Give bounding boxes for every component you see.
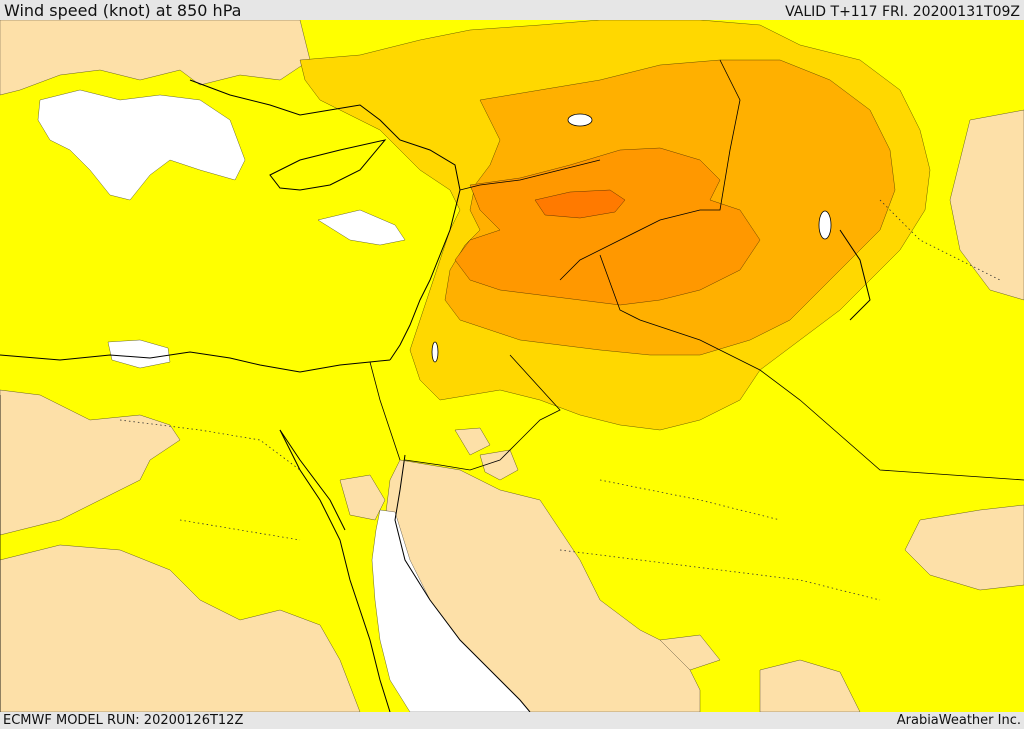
coastline-red-sea-east: [394, 454, 531, 712]
coastline-red-sea-west: [279, 429, 391, 712]
calm-levant-sea: [317, 209, 406, 246]
footer-bar: ECMWF MODEL RUN: 20200126T12Z ArabiaWeat…: [0, 712, 1024, 729]
credit-label: ArabiaWeather Inc.: [896, 713, 1021, 728]
coastline-persian-gulf: [839, 229, 871, 321]
light-wind-gulf: [904, 504, 1024, 591]
calm-nile-delta-coast: [107, 339, 171, 369]
coastline-egypt-north: [0, 351, 391, 373]
coastline-gulf-of-suez: [279, 429, 346, 531]
country-borders: [0, 59, 1024, 712]
dead-sea: [431, 341, 439, 363]
map-canvas: [0, 20, 1024, 712]
wind-speed-map: [0, 20, 1024, 712]
border-sinai: [369, 361, 401, 461]
light-wind-egypt-west: [0, 389, 181, 536]
light-wind-oman-edge: [759, 659, 861, 712]
map-title: Wind speed (knot) at 850 hPa: [4, 1, 242, 20]
lakes: [431, 113, 832, 363]
stronger-wind-region: [454, 147, 761, 306]
header-bar: Wind speed (knot) at 850 hPa VALID T+117…: [0, 0, 1024, 20]
coastline-cyprus: [269, 139, 387, 191]
coastline-turkey-south: [189, 79, 461, 191]
border-syria-iraq: [599, 254, 1024, 481]
lake-urmia: [818, 210, 832, 240]
border-jordan-saudi: [404, 354, 561, 471]
valid-time: VALID T+117 FRI. 20200131T09Z: [785, 4, 1020, 20]
light-wind-iran-east: [949, 109, 1024, 301]
light-wind-areas: [0, 20, 1024, 712]
light-wind-galilee: [479, 449, 519, 481]
strongest-wind-region: [534, 189, 626, 219]
calm-red-sea: [371, 509, 531, 712]
coastline-levant: [389, 189, 461, 361]
province-borders: [119, 199, 1001, 601]
model-run-label: ECMWF MODEL RUN: 20200126T12Z: [3, 713, 244, 728]
lake-van: [567, 113, 593, 127]
light-wind-negev: [454, 427, 491, 456]
calm-aegean: [37, 89, 246, 201]
light-wind-sudan: [0, 544, 361, 712]
light-wind-red-sea-coast: [659, 634, 721, 671]
coastlines: [0, 79, 871, 712]
border-iraq-iran: [559, 59, 741, 281]
border-turkey-syria: [459, 159, 601, 191]
dotted-border-3: [879, 199, 1001, 281]
